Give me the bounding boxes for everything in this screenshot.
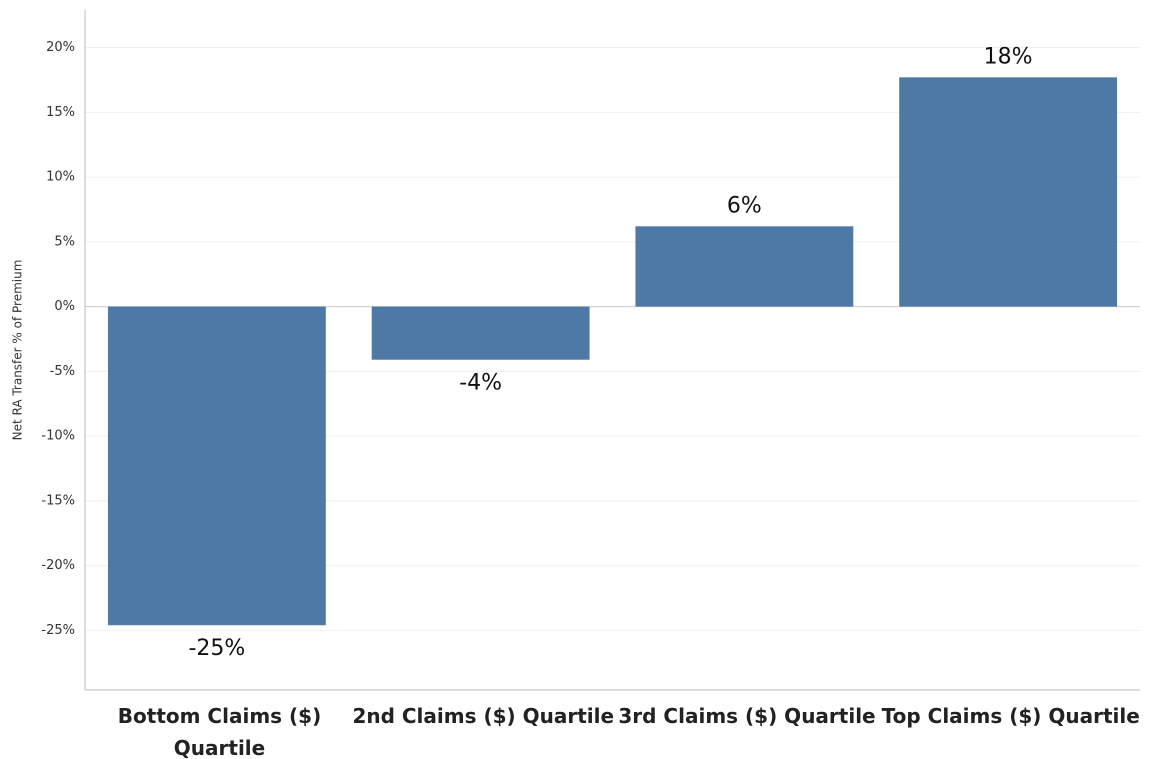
y-tick-label: 0% [54, 299, 75, 314]
value-label: -4% [459, 371, 502, 396]
y-tick-label: -10% [41, 429, 75, 444]
y-tick-label: 15% [46, 105, 75, 120]
x-tick-label: Bottom Claims ($) Quartile [117, 704, 322, 759]
bar [371, 306, 590, 360]
y-tick-label: -15% [41, 493, 75, 508]
value-label: -25% [188, 636, 245, 661]
value-label: 6% [727, 193, 762, 218]
y-tick-label: -20% [41, 558, 75, 573]
y-axis-title: Net RA Transfer % of Premium [11, 260, 25, 441]
x-tick-label: 3rd Claims ($) Quartile [618, 704, 876, 728]
y-tick-label: 20% [46, 40, 75, 55]
y-tick-label: -5% [50, 364, 75, 379]
y-tick-label: -25% [41, 623, 75, 638]
bar [635, 226, 854, 307]
value-label: 18% [984, 44, 1033, 69]
y-tick-label: 10% [46, 170, 75, 185]
x-tick-label: Top Claims ($) Quartile [881, 704, 1140, 728]
bar [899, 77, 1118, 307]
bar [107, 306, 326, 626]
x-tick-label: 2nd Claims ($) Quartile [352, 704, 615, 728]
y-tick-label: 5% [54, 234, 75, 249]
